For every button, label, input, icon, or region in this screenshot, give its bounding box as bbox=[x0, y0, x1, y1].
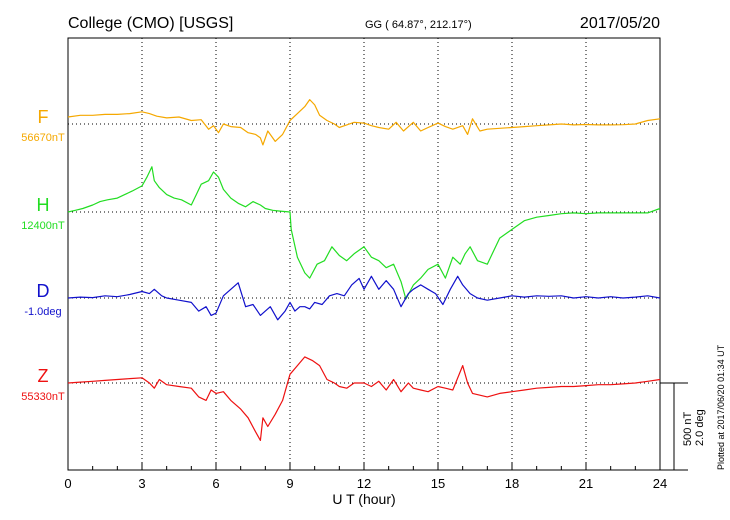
coords-label: GG ( 64.87°, 212.17°) bbox=[365, 19, 472, 31]
grid-lines bbox=[141, 38, 587, 470]
station-title: College (CMO) [USGS] bbox=[68, 15, 233, 32]
x-tick-label: 12 bbox=[357, 476, 371, 491]
x-tick-label: 3 bbox=[138, 476, 145, 491]
x-tick-label: 0 bbox=[64, 476, 71, 491]
series-line-d bbox=[67, 275, 661, 321]
date-label: 2017/05/20 bbox=[580, 15, 660, 32]
x-tick-label: 15 bbox=[431, 476, 445, 491]
scale-deg-label: 2.0 deg bbox=[694, 409, 706, 446]
channel-labels: F 56670nT H 12400nT D -1.0deg Z 55330nT bbox=[21, 107, 65, 403]
channel-baseline-h: 12400nT bbox=[21, 220, 65, 232]
plotted-at-note: Plotted at 2017/06/20 01:34 UT bbox=[716, 344, 726, 470]
channel-label-d: D bbox=[37, 281, 50, 301]
scale-nt-label: 500 nT bbox=[682, 411, 694, 446]
x-tick-label: 21 bbox=[579, 476, 593, 491]
channel-label-h: H bbox=[37, 195, 50, 215]
series-line-f bbox=[67, 98, 661, 146]
channel-baseline-d: -1.0deg bbox=[24, 306, 61, 318]
x-tick-label: 18 bbox=[505, 476, 519, 491]
scale-bar: 500 nT 2.0 deg bbox=[660, 382, 706, 471]
series-lines bbox=[67, 98, 661, 441]
x-axis-ticks: 0 3 6 9 12 15 18 21 24 bbox=[64, 462, 667, 491]
x-tick-label: 6 bbox=[212, 476, 219, 491]
series-line-h bbox=[67, 166, 661, 300]
channel-baseline-f: 56670nT bbox=[21, 132, 65, 144]
series-line-z bbox=[67, 356, 661, 441]
x-tick-label: 9 bbox=[286, 476, 293, 491]
channel-baseline-z: 55330nT bbox=[21, 391, 65, 403]
channel-label-z: Z bbox=[38, 366, 49, 386]
x-axis-label: U T (hour) bbox=[332, 491, 395, 507]
channel-label-f: F bbox=[38, 107, 49, 127]
x-tick-label: 24 bbox=[653, 476, 667, 491]
